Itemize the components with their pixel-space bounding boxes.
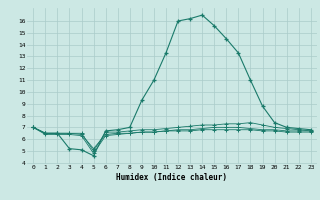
X-axis label: Humidex (Indice chaleur): Humidex (Indice chaleur): [116, 173, 228, 182]
